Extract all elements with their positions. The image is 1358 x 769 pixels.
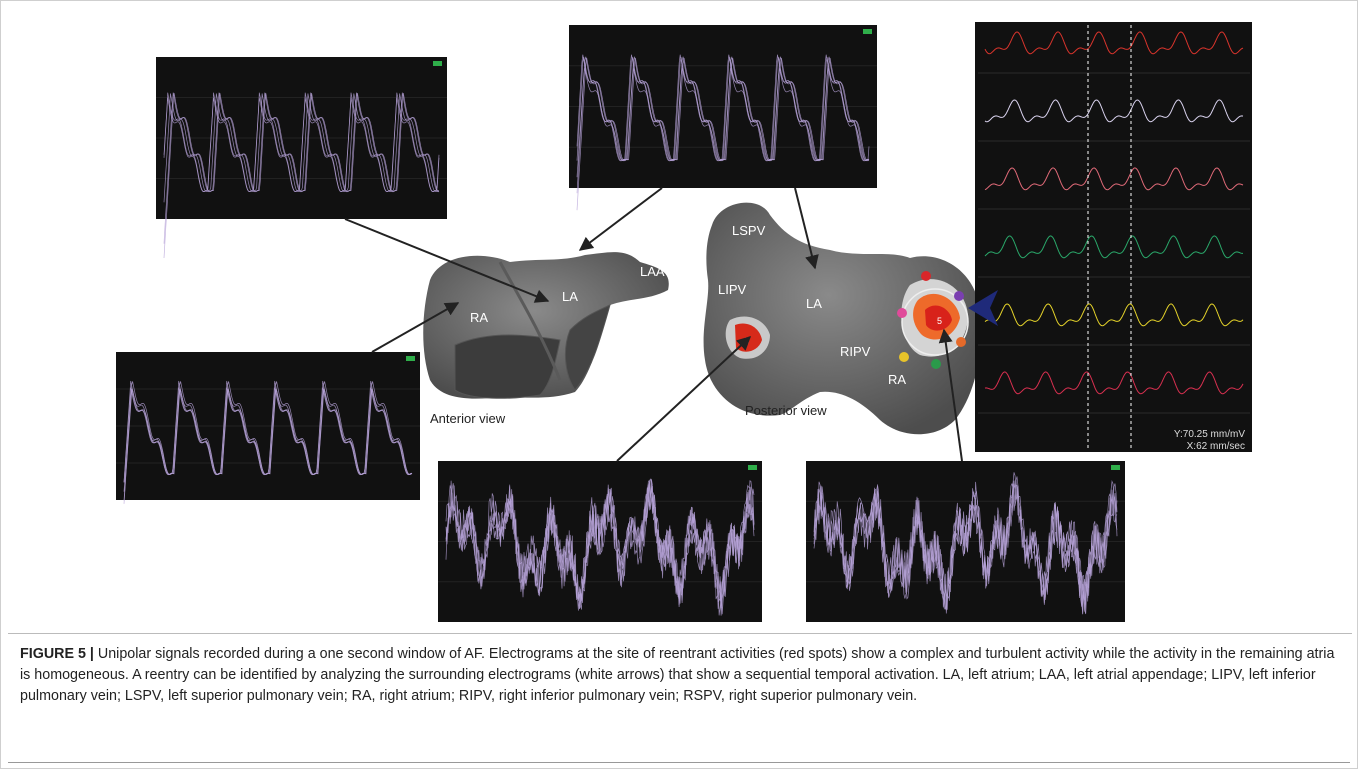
badge bbox=[406, 356, 415, 361]
posterior-heart: 3 5 LSPV LIPV LA RSPV RIPV RA Posterior … bbox=[704, 203, 982, 435]
badge bbox=[433, 61, 442, 66]
figure: RA LA LAA Anterior view 3 5 LSPV LIPV LA… bbox=[0, 0, 1358, 630]
label: LA bbox=[562, 289, 578, 304]
view-label: Anterior view bbox=[430, 411, 506, 426]
scale-label: X:62 mm/sec bbox=[1187, 441, 1245, 452]
page: RA LA LAA Anterior view 3 5 LSPV LIPV LA… bbox=[0, 0, 1358, 769]
label: LSPV bbox=[732, 223, 766, 238]
label: LIPV bbox=[718, 282, 747, 297]
badge bbox=[1111, 465, 1120, 470]
label: RSPV bbox=[878, 237, 914, 252]
caption: FIGURE 5 | Unipolar signals recorded dur… bbox=[8, 633, 1352, 752]
rule bbox=[8, 762, 1350, 763]
spot-label: 5 bbox=[937, 316, 942, 326]
label: LAA bbox=[640, 264, 665, 279]
anterior-heart: RA LA LAA Anterior view bbox=[423, 252, 669, 426]
egm-panel bbox=[975, 22, 1252, 452]
badge bbox=[748, 465, 757, 470]
label: RA bbox=[470, 310, 488, 325]
caption-label: FIGURE 5 | bbox=[20, 646, 94, 662]
label: RA bbox=[888, 372, 906, 387]
view-label: Posterior view bbox=[745, 403, 827, 418]
badge bbox=[863, 29, 872, 34]
label: RIPV bbox=[840, 344, 871, 359]
caption-text: Unipolar signals recorded during a one s… bbox=[20, 646, 1334, 704]
scale-label: Y:70.25 mm/mV bbox=[1174, 429, 1245, 440]
label: LA bbox=[806, 296, 822, 311]
